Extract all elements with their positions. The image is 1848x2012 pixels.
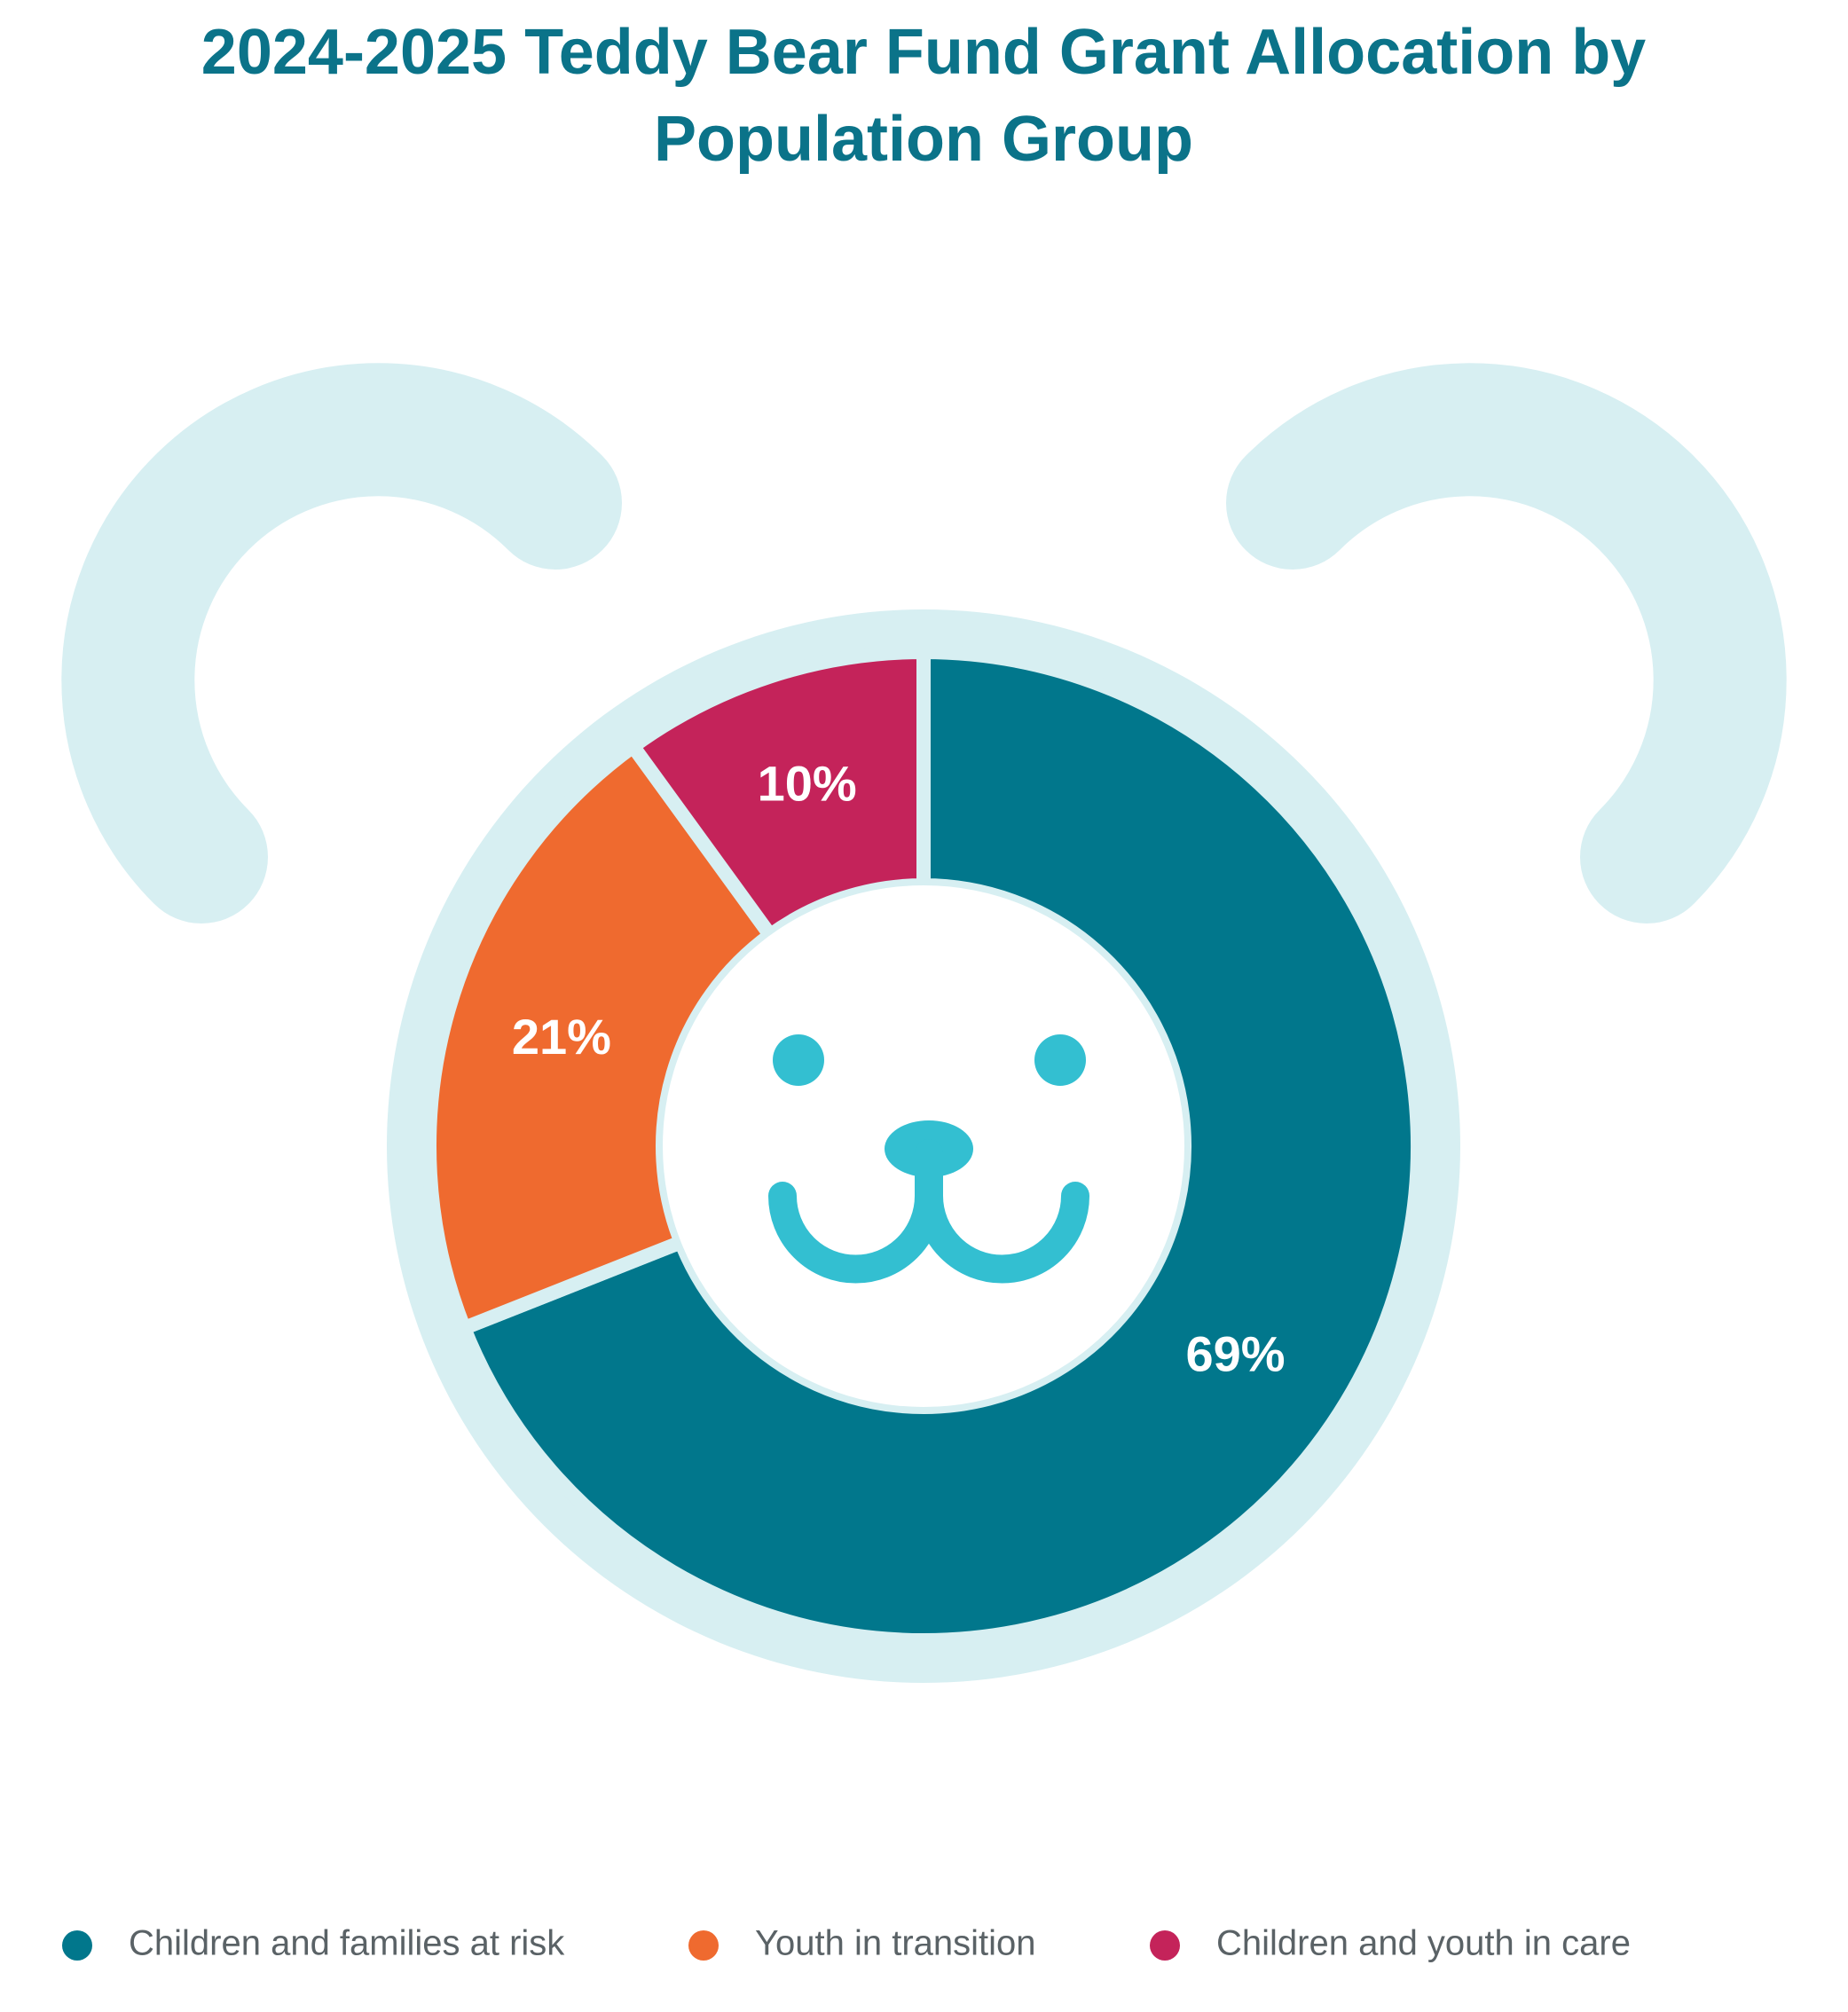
legend: Children and families at risk Youth in tr… bbox=[62, 1924, 1631, 1963]
value-label: 10% bbox=[758, 756, 857, 812]
legend-label: Youth in transition bbox=[755, 1924, 1036, 1963]
left-ear bbox=[61, 363, 622, 923]
value-label: 69% bbox=[1185, 1326, 1285, 1382]
legend-label: Children and youth in care bbox=[1216, 1924, 1631, 1963]
mouth bbox=[768, 1139, 1089, 1284]
eye bbox=[1034, 1034, 1086, 1086]
eye bbox=[773, 1034, 824, 1086]
value-labels: 69% 21% 10% bbox=[512, 756, 1286, 1382]
chart-title: 2024-2025 Teddy Bear Fund Grant Allocati… bbox=[201, 17, 1647, 175]
value-label: 21% bbox=[512, 1009, 611, 1065]
right-ear bbox=[1226, 363, 1787, 923]
legend-marker bbox=[1150, 1930, 1180, 1961]
legend-label: Children and families at risk bbox=[129, 1924, 565, 1963]
legend-marker bbox=[688, 1930, 719, 1961]
bear-face bbox=[768, 1034, 1089, 1284]
legend-marker bbox=[62, 1930, 92, 1961]
ears bbox=[61, 363, 1787, 923]
